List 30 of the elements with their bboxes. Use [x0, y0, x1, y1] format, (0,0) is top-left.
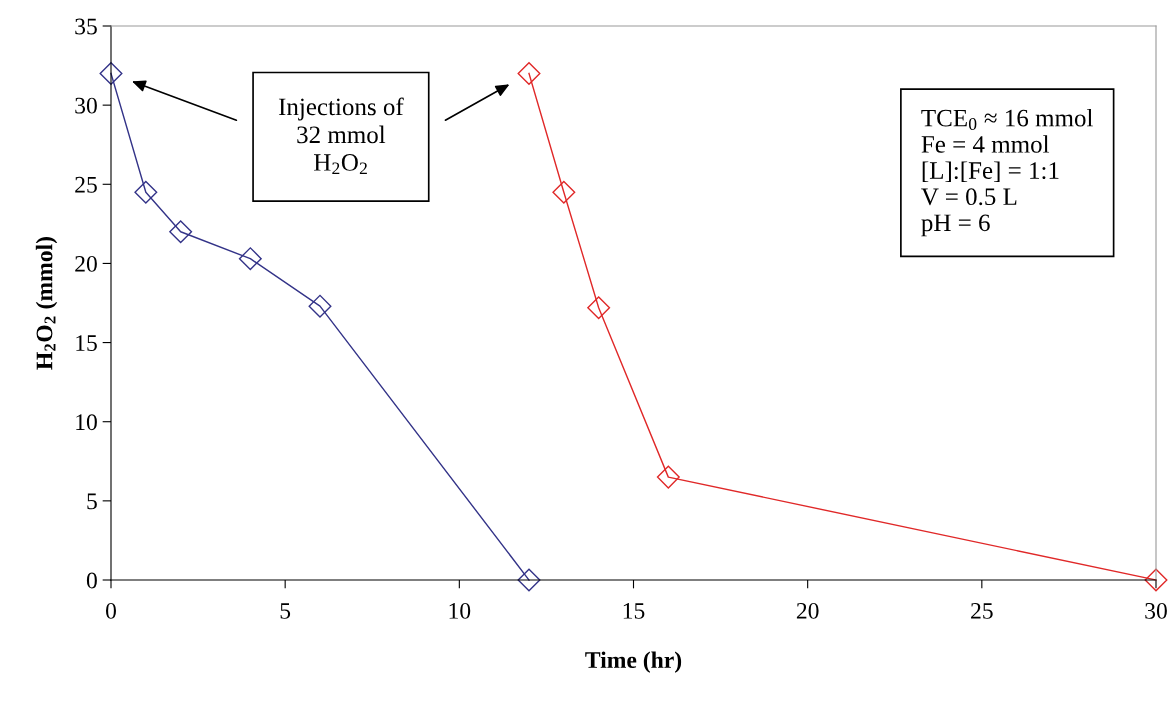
point: [308, 294, 332, 318]
point: [169, 220, 193, 244]
point: [656, 465, 680, 489]
point: [517, 61, 541, 85]
point: [238, 247, 262, 271]
x-tick-label: 30: [1145, 602, 1167, 619]
y-tick-label: 0: [86, 572, 97, 589]
y-tick-label: 10: [76, 414, 97, 431]
y-tick-label: 15: [76, 335, 97, 351]
point: [99, 61, 123, 85]
x-tick-label: 10: [449, 602, 471, 619]
x-tick-label: 0: [106, 602, 116, 619]
y-tick-label: 20: [75, 255, 97, 272]
y-tick-label: 35: [75, 18, 97, 35]
x-tick-label: 25: [971, 602, 993, 619]
point: [517, 568, 541, 592]
y-tick-label: 25: [75, 176, 97, 193]
point: [1144, 568, 1168, 592]
x-tick-label: 5: [280, 603, 291, 619]
y-axis-title: H$_{2}$O$_{2}$ (mmol): [35, 237, 58, 370]
y-tick-label: 30: [75, 97, 97, 114]
annotation: TCE$_{0}$ ≈ 16 mmol Fe = 4 mmol [L]:[Fe] = 1:1 V = 0.5 L pH = 6: [921, 108, 1093, 237]
point: [587, 296, 611, 320]
x-tick-label: 15: [623, 603, 645, 619]
annotation: Injections of 32 mmol H$_{2}$O$_{2}$: [278, 97, 404, 175]
point: [134, 180, 158, 204]
y-tick-label: 5: [87, 493, 97, 510]
point: [552, 180, 576, 204]
x-axis-title: Time (hr): [585, 651, 682, 673]
x-tick-label: 20: [796, 602, 819, 619]
